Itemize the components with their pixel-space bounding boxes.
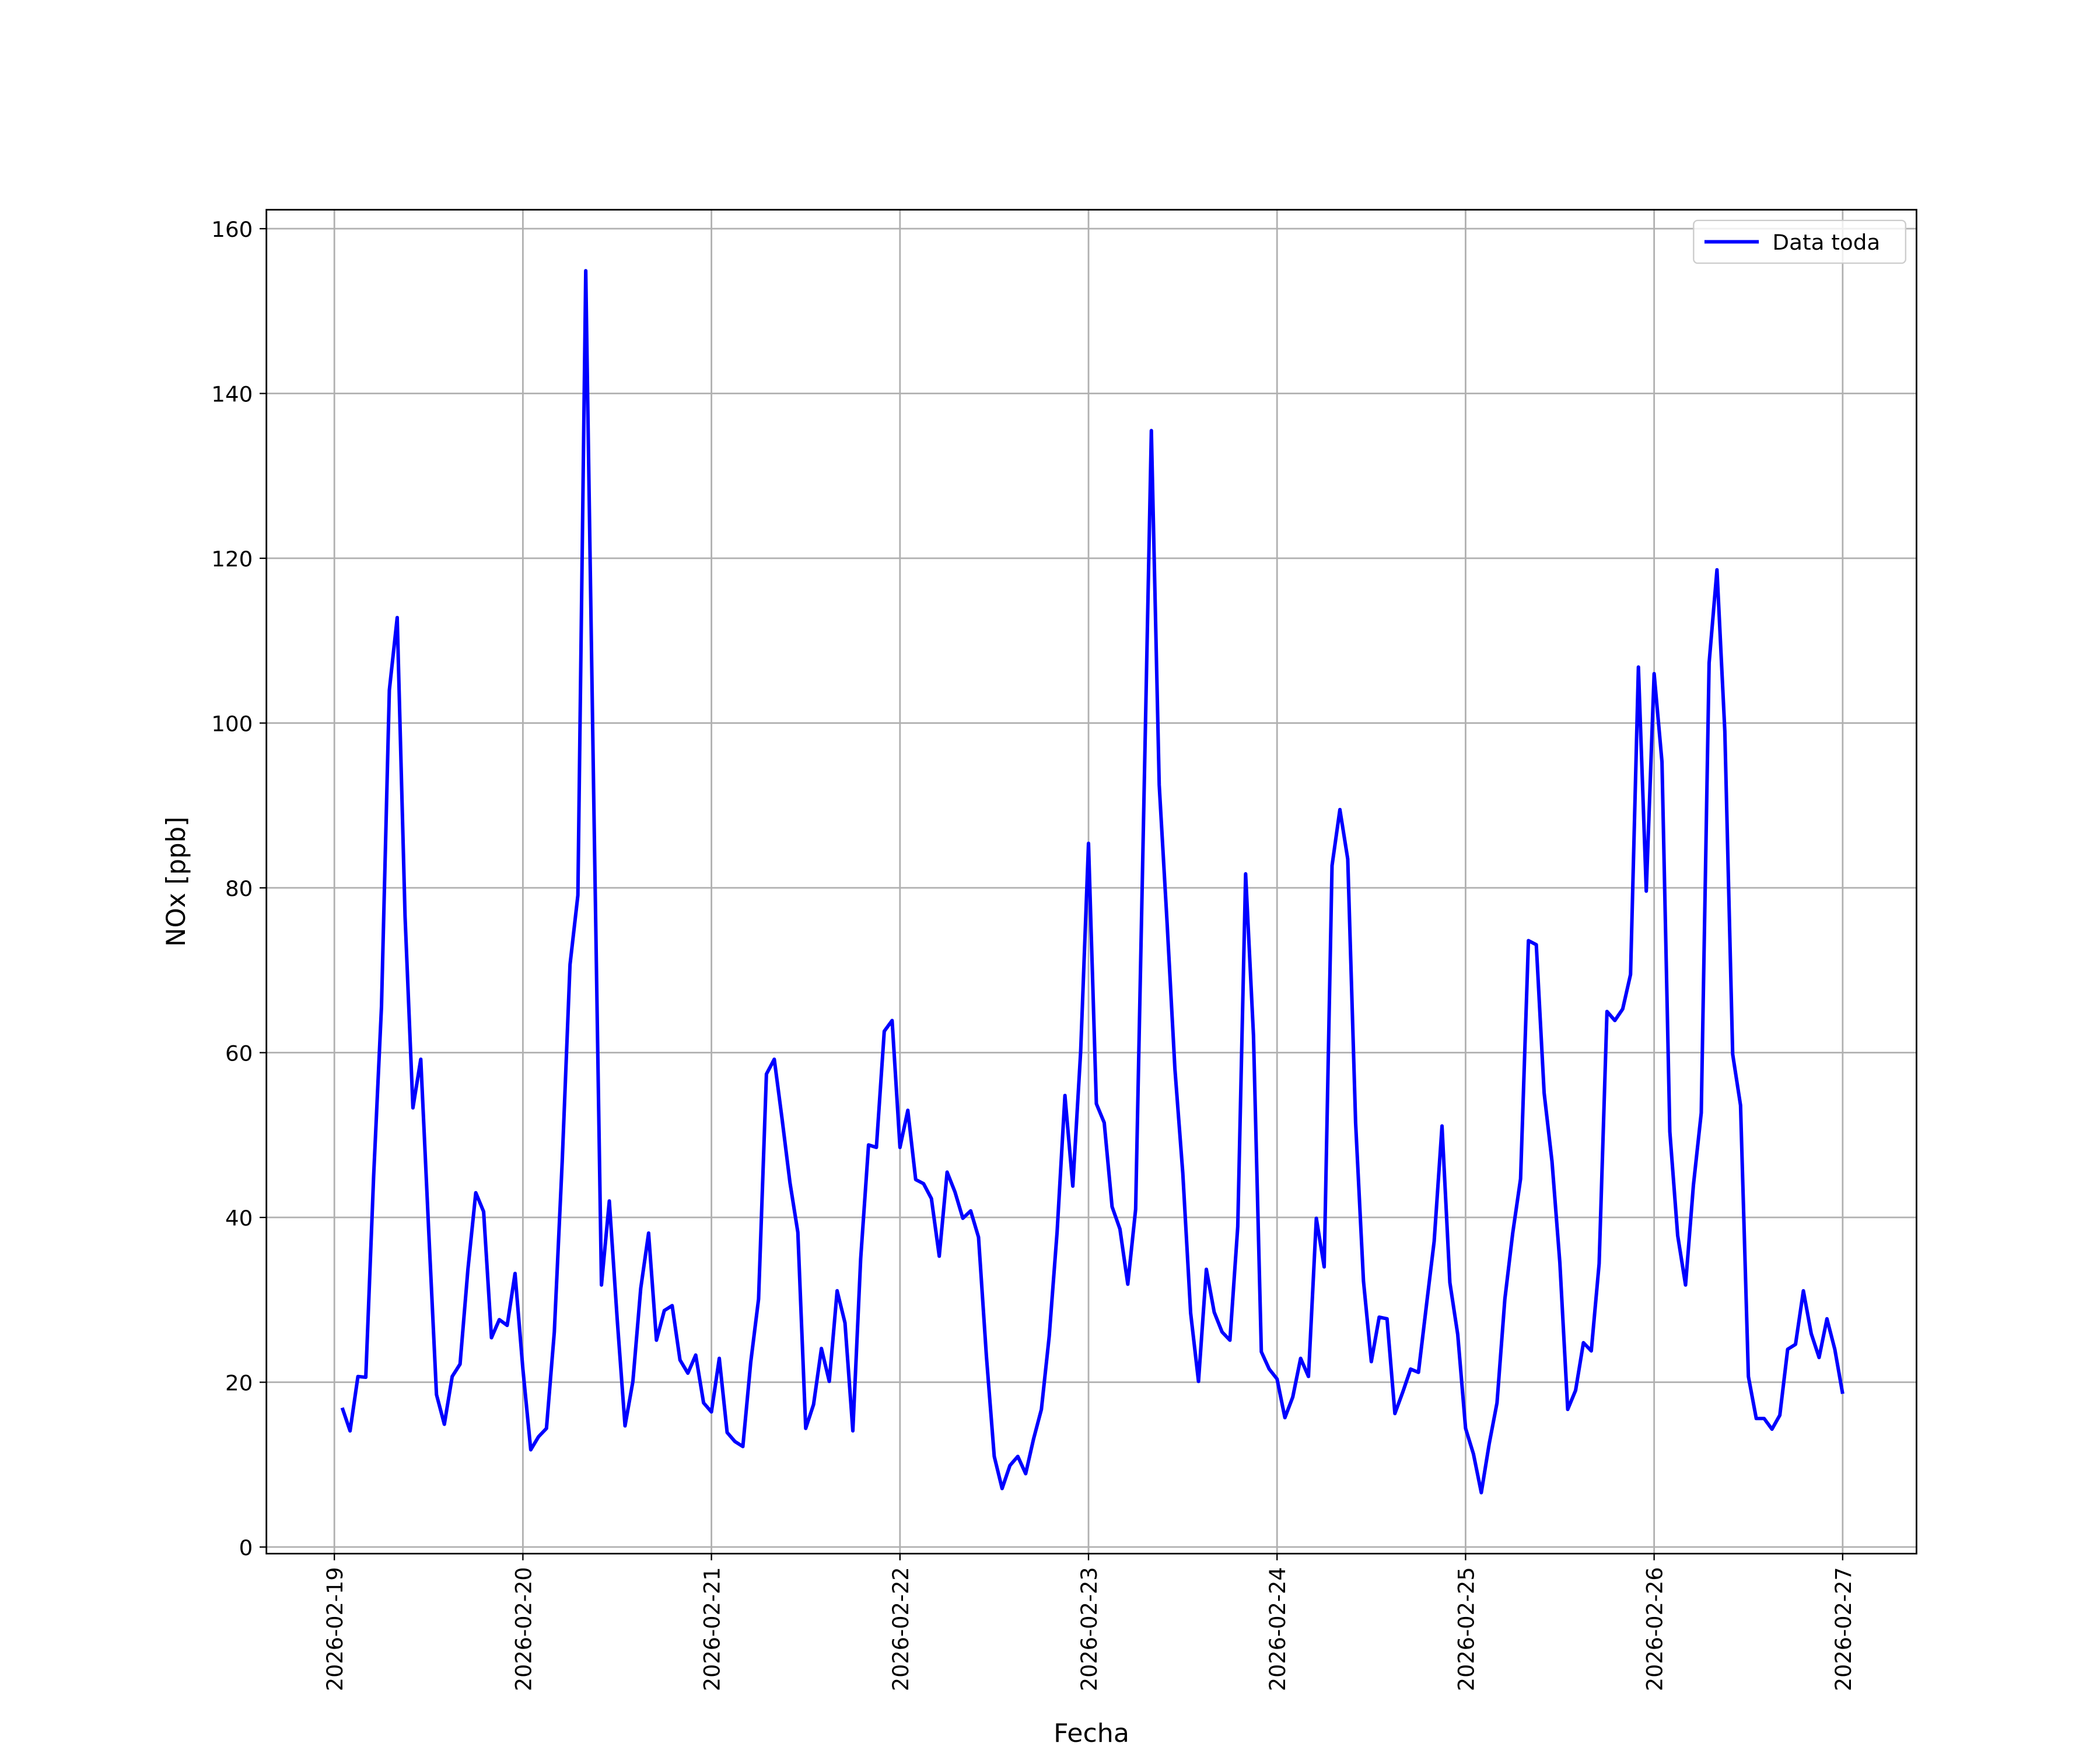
y-tick-label: 100 xyxy=(211,712,253,737)
x-tick-label: 2026-02-26 xyxy=(1642,1567,1667,1691)
y-tick-label: 80 xyxy=(225,876,253,901)
y-axis-label: NOx [ppb] xyxy=(162,817,191,947)
legend: Data toda xyxy=(1693,219,1906,264)
data-line xyxy=(340,269,1845,1494)
y-tick-label: 20 xyxy=(225,1371,253,1396)
x-tick-label: 2026-02-24 xyxy=(1265,1567,1290,1691)
plot-frame xyxy=(265,209,1917,1555)
y-tick-label: 0 xyxy=(239,1535,253,1560)
x-axis-label: Fecha xyxy=(1054,1719,1129,1749)
x-tick-label: 2026-02-25 xyxy=(1454,1567,1479,1691)
legend-box xyxy=(1693,219,1906,264)
x-tick-label: 2026-02-23 xyxy=(1077,1567,1102,1691)
y-tick-label: 140 xyxy=(211,382,253,407)
x-tick-label: 2026-02-21 xyxy=(699,1567,724,1691)
y-tick-label: 60 xyxy=(225,1041,253,1066)
x-tick-label: 2026-02-27 xyxy=(1831,1567,1856,1691)
x-tick-label: 2026-02-20 xyxy=(511,1567,536,1691)
y-tick-label: 40 xyxy=(225,1206,253,1231)
x-tick-label: 2026-02-19 xyxy=(323,1567,348,1691)
y-tick-label: 120 xyxy=(211,547,253,572)
legend-label: Data toda xyxy=(1772,230,1880,256)
y-tick-label: 160 xyxy=(211,217,253,242)
x-tick-label: 2026-02-22 xyxy=(888,1567,913,1691)
